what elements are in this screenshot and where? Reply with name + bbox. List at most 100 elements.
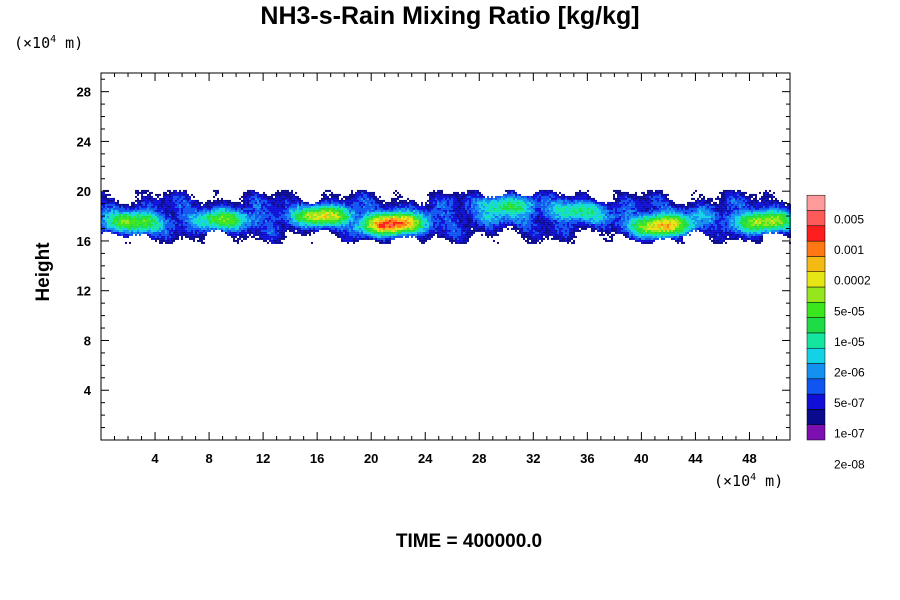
heat-cell <box>377 205 379 208</box>
heat-cell <box>253 219 255 222</box>
heat-cell <box>463 215 465 218</box>
heat-cell <box>337 215 339 218</box>
heat-cell <box>417 235 419 238</box>
heat-cell <box>221 199 223 202</box>
heat-cell <box>205 215 207 218</box>
heat-cell <box>163 219 165 222</box>
heat-cell <box>335 221 337 224</box>
heat-cell <box>527 227 529 230</box>
heat-cell <box>117 209 119 212</box>
heat-cell <box>123 217 125 220</box>
heat-cell <box>193 219 195 222</box>
heat-cell <box>251 215 253 218</box>
heat-cell <box>243 203 245 206</box>
heat-cell <box>321 193 323 196</box>
heat-cell <box>191 213 193 216</box>
heat-cell <box>423 219 425 222</box>
heat-cell <box>409 211 411 214</box>
heat-cell <box>341 207 343 210</box>
heat-cell <box>351 203 353 206</box>
heat-cell <box>191 217 193 220</box>
heat-cell <box>527 235 529 238</box>
heat-cell <box>171 205 173 208</box>
heat-cell <box>371 235 373 238</box>
heat-cell <box>419 217 421 220</box>
heat-cell <box>429 217 431 220</box>
heat-cell <box>299 201 301 204</box>
heat-cell <box>377 225 379 228</box>
heat-cell <box>283 201 285 204</box>
heat-cell <box>549 225 551 228</box>
heat-cell <box>333 231 335 234</box>
heat-cell <box>205 231 207 234</box>
heat-cell <box>239 231 241 234</box>
heat-cell <box>433 197 435 200</box>
heat-cell <box>535 213 537 216</box>
heat-cell <box>187 207 189 210</box>
heat-cell <box>335 217 337 220</box>
heat-cell <box>525 205 527 208</box>
heat-cell <box>405 225 407 228</box>
heat-cell <box>251 221 253 224</box>
heat-cell <box>189 229 191 232</box>
heat-cell <box>297 197 299 200</box>
heat-cell <box>159 197 161 200</box>
heat-cell <box>563 219 565 222</box>
heat-cell <box>229 223 231 226</box>
heat-cell <box>429 197 431 200</box>
heat-cell <box>253 209 255 212</box>
heat-cell <box>253 221 255 224</box>
heat-cell <box>507 191 509 194</box>
heat-cell <box>295 201 297 204</box>
heat-cell <box>155 209 157 212</box>
heat-cell <box>565 225 567 228</box>
heat-cell <box>455 237 457 240</box>
heat-cell <box>157 217 159 220</box>
heat-cell <box>465 241 467 244</box>
heat-cell <box>151 209 153 212</box>
heat-cell <box>403 207 405 210</box>
heat-cell <box>273 235 275 238</box>
heat-cell <box>273 231 275 234</box>
heat-cell <box>495 219 497 222</box>
heat-cell <box>119 231 121 234</box>
heat-cell <box>439 191 441 194</box>
heat-cell <box>277 237 279 240</box>
heat-cell <box>273 223 275 226</box>
heat-cell <box>129 215 131 218</box>
heat-cell <box>135 217 137 220</box>
heat-cell <box>131 201 133 204</box>
heat-cell <box>567 209 569 212</box>
heat-cell <box>255 237 257 240</box>
heat-cell <box>329 215 331 218</box>
heat-cell <box>415 215 417 218</box>
heat-cell <box>373 231 375 234</box>
heat-cell <box>137 221 139 224</box>
heat-cell <box>121 227 123 230</box>
heat-cell <box>159 215 161 218</box>
heat-cell <box>401 217 403 220</box>
heat-cell <box>267 225 269 228</box>
heat-cell <box>351 191 353 194</box>
heat-cell <box>431 217 433 220</box>
heat-cell <box>259 213 261 216</box>
heat-cell <box>183 213 185 216</box>
heat-cell <box>463 233 465 236</box>
heat-cell <box>151 235 153 238</box>
heat-cell <box>109 209 111 212</box>
heat-cell <box>471 189 473 192</box>
heat-cell <box>213 229 215 232</box>
heat-cell <box>295 207 297 210</box>
heat-cell <box>359 231 361 234</box>
heat-cell <box>451 225 453 228</box>
heat-cell <box>377 229 379 232</box>
heat-cell <box>565 231 567 234</box>
heat-cell <box>467 229 469 232</box>
heat-cell <box>453 195 455 198</box>
heat-cell <box>279 233 281 236</box>
heat-cell <box>399 203 401 206</box>
heat-cell <box>511 221 513 224</box>
heat-cell <box>299 221 301 224</box>
heat-cell <box>245 203 247 206</box>
heat-cell <box>185 213 187 216</box>
